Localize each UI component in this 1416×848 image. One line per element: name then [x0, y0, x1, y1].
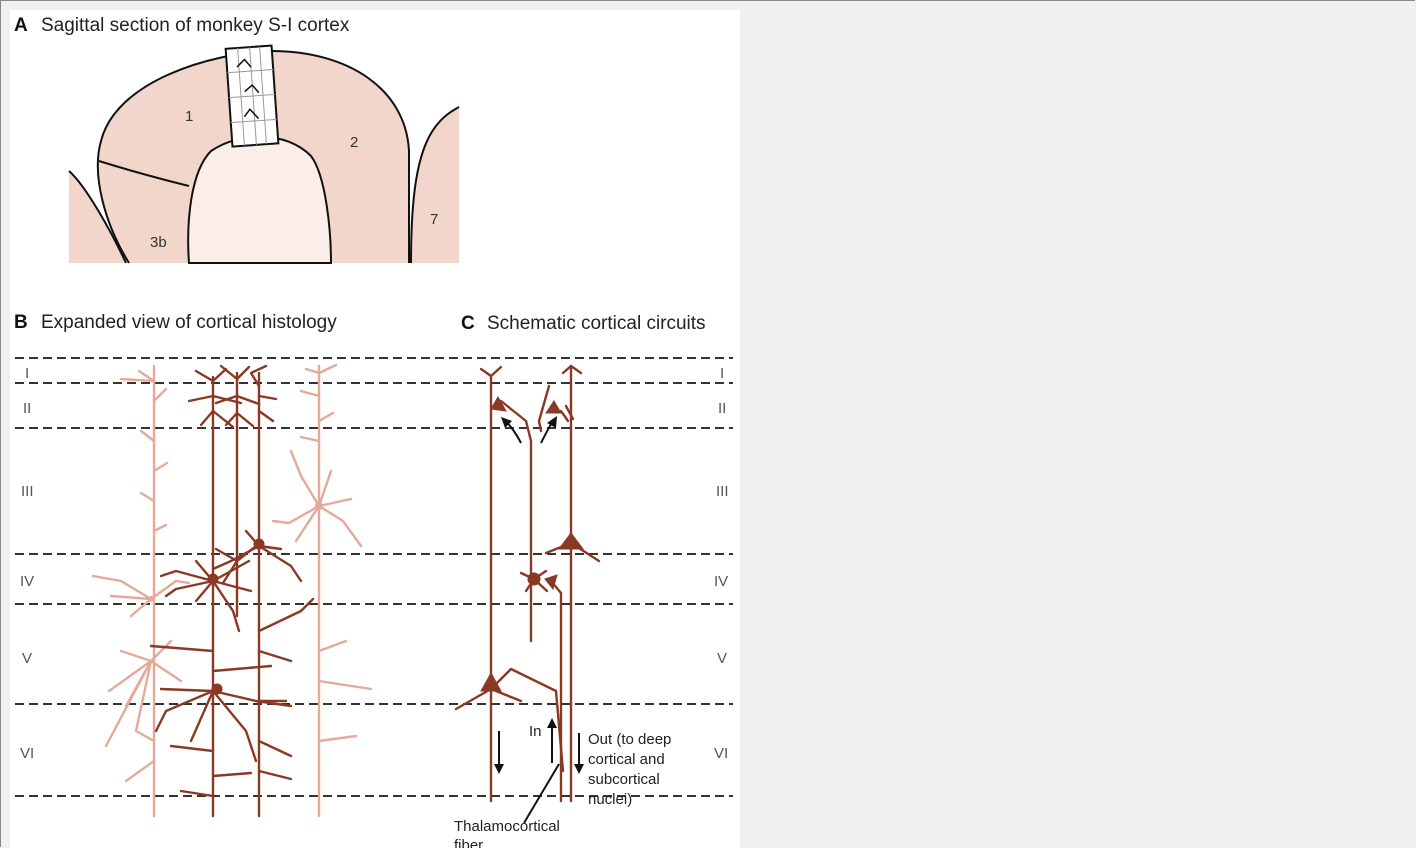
dark-neuron-2 — [214, 364, 261, 618]
layer-label-right-i: I — [720, 365, 724, 382]
in-label: In — [529, 723, 542, 740]
out-label-line2: cortical and — [588, 751, 665, 768]
light-neuron-right — [271, 363, 373, 818]
layer-label-right-ii: II — [718, 400, 726, 417]
dark-neuron-1 — [149, 367, 293, 818]
cortex-outer-edge — [96, 49, 410, 264]
layer-label-left-v: V — [22, 650, 32, 667]
panel-a-letter: A — [14, 15, 28, 36]
layer-label-left-iv: IV — [20, 573, 34, 590]
out-label-line3: subcortical — [588, 771, 660, 788]
layer-boundaries — [15, 357, 733, 797]
right-gyrus-edge — [410, 106, 460, 264]
cortex-figure: A Sagittal section of monkey S-I cortex — [14, 15, 733, 848]
layer-label-right-iii: III — [716, 483, 729, 500]
layer-label-right-v: V — [717, 650, 727, 667]
light-neuron-left — [91, 364, 191, 818]
white-matter — [187, 135, 333, 264]
panel-a-title: Sagittal section of monkey S-I cortex — [41, 15, 350, 36]
sample-box — [224, 44, 280, 148]
circuit-neurons — [454, 364, 601, 824]
layer-label-left-vi: VI — [20, 745, 34, 762]
layer-label-left-ii: II — [23, 400, 31, 417]
out-label-line1: Out (to deep — [588, 731, 671, 748]
region-label-2: 2 — [350, 134, 358, 151]
left-gyrus-edge — [68, 170, 127, 264]
dark-neuron-3 — [211, 364, 315, 818]
figure-canvas: A Sagittal section of monkey S-I cortex — [10, 10, 740, 848]
area-boundary — [98, 160, 190, 187]
layer-label-right-iv: IV — [714, 573, 728, 590]
fiber-label-line2: fiber — [454, 837, 483, 848]
region-label-1: 1 — [185, 108, 193, 125]
region-label-3b: 3b — [150, 234, 167, 251]
left-gyrus — [69, 171, 126, 263]
panel-a: A Sagittal section of monkey S-I cortex — [14, 15, 460, 264]
panel-c-letter: C — [461, 313, 475, 334]
layer-label-left-i: I — [25, 365, 29, 382]
right-gyrus — [411, 107, 459, 263]
cortex-gray-matter — [97, 51, 410, 263]
layer-label-left-iii: III — [21, 483, 34, 500]
panel-c-title: Schematic cortical circuits — [487, 313, 706, 334]
panel-b-title: Expanded view of cortical histology — [41, 312, 337, 333]
layer-label-right-vi: VI — [714, 745, 728, 762]
histology-neurons — [91, 363, 373, 818]
region-label-7: 7 — [430, 211, 438, 228]
fiber-label-line1: Thalamocortical — [454, 818, 560, 835]
out-label-line4: nuclei) — [588, 791, 632, 808]
panel-b-letter: B — [14, 312, 28, 333]
